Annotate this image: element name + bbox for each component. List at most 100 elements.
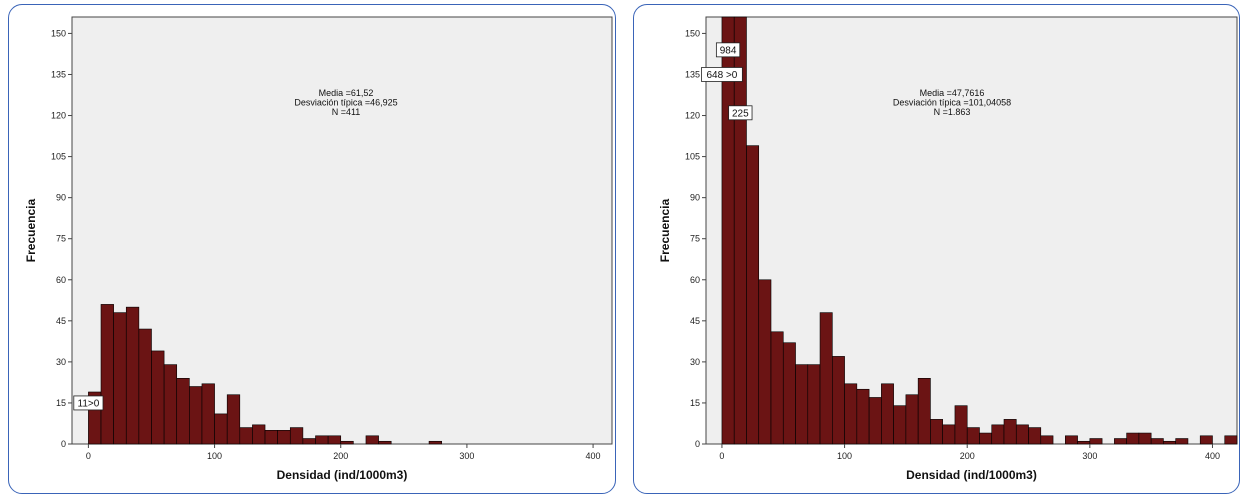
statistics-text: Media =61,52 xyxy=(319,88,374,98)
annotation-text: 984 xyxy=(720,45,737,56)
histogram-bar xyxy=(881,383,894,445)
histogram-bar xyxy=(832,356,845,445)
histogram-bar xyxy=(1126,432,1140,445)
y-tick-label: 75 xyxy=(690,234,700,244)
histogram-bar xyxy=(100,304,114,445)
histogram-bar xyxy=(239,427,253,445)
histogram-bar xyxy=(1150,438,1164,445)
x-tick-label: 200 xyxy=(333,451,348,461)
histogram-bar xyxy=(782,342,796,445)
histogram-bar xyxy=(819,312,833,445)
histogram-bar xyxy=(277,430,291,445)
histogram-bar xyxy=(905,394,919,445)
histogram-bar xyxy=(856,388,870,445)
statistics-text: Desviación típica =46,925 xyxy=(294,98,397,108)
histogram-bar xyxy=(289,427,304,445)
histogram-bar xyxy=(176,378,190,445)
y-tick-label: 60 xyxy=(690,275,700,285)
histogram-bar xyxy=(1040,435,1054,445)
x-tick-label: 300 xyxy=(1082,451,1097,461)
histogram-bar xyxy=(954,405,968,445)
y-tick-label: 15 xyxy=(690,398,700,408)
y-tick-label: 15 xyxy=(56,398,66,408)
y-tick-label: 30 xyxy=(690,357,700,367)
x-tick-label: 100 xyxy=(837,451,852,461)
histogram-panel-right: 0 15 30 45 60 75 90 105 120 135 150 0 100 200 300 400 De… xyxy=(633,4,1240,494)
histogram-bar xyxy=(226,394,241,445)
annotation-text: 648 >0 xyxy=(707,70,738,81)
histogram-bar xyxy=(1199,435,1213,445)
x-tick-label: 0 xyxy=(86,451,91,461)
histogram-bar xyxy=(966,427,980,445)
histogram-panel-left: 0 15 30 45 60 75 90 105 120 135 150 0 100 200 300 400 De… xyxy=(8,4,616,494)
histogram-bar xyxy=(979,432,993,445)
histogram-bar xyxy=(758,279,772,445)
histogram-bar xyxy=(327,435,342,445)
y-axis-title: Frecuencia xyxy=(658,198,672,262)
histogram-bar xyxy=(428,440,442,445)
histogram-bar xyxy=(151,350,165,445)
statistics-text: Desviación típica =101,04058 xyxy=(893,98,1011,108)
histogram-bar xyxy=(1065,435,1078,445)
y-tick-label: 75 xyxy=(56,234,66,244)
histogram-chart-left: 0 15 30 45 60 75 90 105 120 135 150 0 100 200 300 400 De… xyxy=(24,16,613,482)
histogram-bar xyxy=(1114,438,1127,445)
y-tick-label: 45 xyxy=(690,316,700,326)
x-tick-label: 400 xyxy=(586,451,601,461)
histogram-bar xyxy=(201,383,215,445)
histogram-bar xyxy=(917,378,931,445)
annotation-label: 984 xyxy=(715,42,741,58)
annotation-label: 225 xyxy=(728,105,753,121)
annotation-box xyxy=(715,42,741,58)
histogram-bar xyxy=(844,383,858,445)
histogram-bar xyxy=(1015,424,1029,445)
histogram-bar xyxy=(770,331,784,445)
y-tick-label: 90 xyxy=(56,193,66,203)
histogram-bar xyxy=(189,386,203,445)
histogram-bar xyxy=(138,328,152,445)
histogram-bar xyxy=(340,440,354,445)
histogram-bar xyxy=(125,306,140,445)
y-tick-label: 135 xyxy=(685,69,700,79)
histogram-bar xyxy=(942,424,956,445)
histogram-bar xyxy=(746,145,760,445)
y-tick-label: 105 xyxy=(51,152,66,162)
histogram-bar xyxy=(214,413,228,445)
histogram-bar xyxy=(1224,435,1238,445)
histogram-bar xyxy=(1175,438,1189,445)
statistics-text: N =411 xyxy=(332,107,361,117)
histogram-bar xyxy=(302,438,316,445)
histogram-bar xyxy=(1077,440,1091,445)
x-axis-title: Densidad (ind/1000m3) xyxy=(906,468,1037,482)
x-axis-title: Densidad (ind/1000m3) xyxy=(277,468,408,482)
histogram-bar xyxy=(163,364,178,445)
x-tick-label: 0 xyxy=(719,451,724,461)
annotation-box xyxy=(701,67,743,82)
histogram-bar xyxy=(1003,419,1017,445)
y-tick-label: 30 xyxy=(56,357,66,367)
y-tick-label: 120 xyxy=(685,111,700,121)
y-tick-label: 60 xyxy=(56,275,66,285)
y-tick-label: 90 xyxy=(690,193,700,203)
y-tick-label: 150 xyxy=(51,28,66,38)
y-tick-label: 150 xyxy=(685,28,700,38)
annotation-text: 225 xyxy=(732,108,749,119)
histogram-bar xyxy=(1163,440,1176,445)
histogram-bar xyxy=(868,397,882,445)
histogram-bar xyxy=(365,435,379,445)
histogram-bar xyxy=(113,312,127,445)
x-tick-label: 400 xyxy=(1205,451,1220,461)
y-tick-label: 0 xyxy=(695,439,700,449)
annotation-label: 648 >0 xyxy=(701,67,743,82)
statistics-text: Media =47,7616 xyxy=(920,88,985,98)
y-tick-label: 105 xyxy=(685,152,700,162)
histogram-bar xyxy=(378,440,392,445)
histogram-bar xyxy=(893,405,907,445)
x-tick-label: 200 xyxy=(960,451,975,461)
histogram-bar xyxy=(315,435,329,445)
histogram-bar xyxy=(795,364,809,445)
histogram-bar xyxy=(930,419,943,445)
histogram-bar xyxy=(1138,432,1152,445)
histogram-bar xyxy=(1089,438,1103,445)
y-tick-label: 45 xyxy=(56,316,66,326)
